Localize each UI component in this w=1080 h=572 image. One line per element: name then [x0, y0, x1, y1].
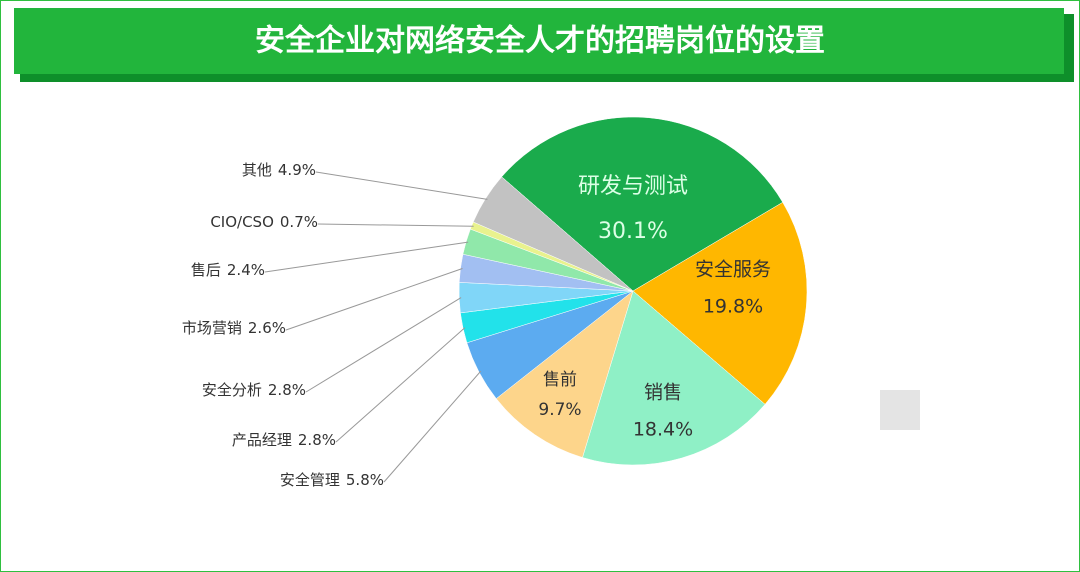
leader-line: [315, 171, 488, 200]
value-label: 9.7%: [538, 400, 581, 420]
value-label: 5.8%: [346, 471, 384, 489]
title-banner: [14, 8, 1064, 74]
slice-label: CIO/CSO: [210, 213, 274, 231]
pie-slice: [582, 290, 766, 466]
outside-label: 安全管理 5.8%: [280, 471, 384, 489]
outside-label: 其他 4.9%: [242, 161, 316, 179]
slice-label: 安全服务: [695, 259, 771, 281]
slice-label: 研发与测试: [578, 174, 688, 199]
leader-line: [264, 241, 469, 273]
value-label: 2.8%: [268, 381, 306, 399]
outside-label: 市场营销 2.6%: [182, 319, 286, 337]
value-label: 18.4%: [633, 419, 693, 441]
leader-line: [285, 268, 463, 331]
pie-slice: [495, 290, 634, 458]
widget: [880, 390, 920, 430]
slice-label: 售后: [191, 261, 221, 279]
pie-slice: [632, 201, 808, 405]
pie-slice: [472, 176, 634, 292]
slice-label: 安全分析: [202, 381, 262, 399]
outside-label: 安全分析 2.8%: [202, 381, 306, 399]
value-label: 2.4%: [227, 261, 265, 279]
outside-label: 售后 2.4%: [191, 261, 265, 279]
slice-label: 售前: [543, 370, 577, 390]
slice-label: 销售: [644, 382, 682, 404]
value-label: 30.1%: [598, 219, 668, 244]
leader-line: [335, 327, 466, 443]
leader-line: [317, 223, 474, 227]
leader-line: [305, 297, 462, 393]
value-label: 2.8%: [298, 431, 336, 449]
value-label: 19.8%: [703, 296, 763, 318]
outside-label: CIO/CSO 0.7%: [210, 213, 318, 231]
pie-slice: [501, 116, 784, 292]
slice-label: 安全管理: [280, 471, 340, 489]
value-label: 2.6%: [248, 319, 286, 337]
value-label: 0.7%: [280, 213, 318, 231]
slice-label: 产品经理: [232, 431, 292, 449]
slice-label: 其他: [242, 161, 272, 179]
value-label: 4.9%: [278, 161, 316, 179]
chart-title: 安全企业对网络安全人才的招聘岗位的设置: [255, 24, 825, 59]
outside-label: 产品经理 2.8%: [232, 431, 336, 449]
pie: [264, 116, 808, 483]
slice-label: 市场营销: [182, 319, 242, 337]
leader-line: [383, 370, 482, 483]
